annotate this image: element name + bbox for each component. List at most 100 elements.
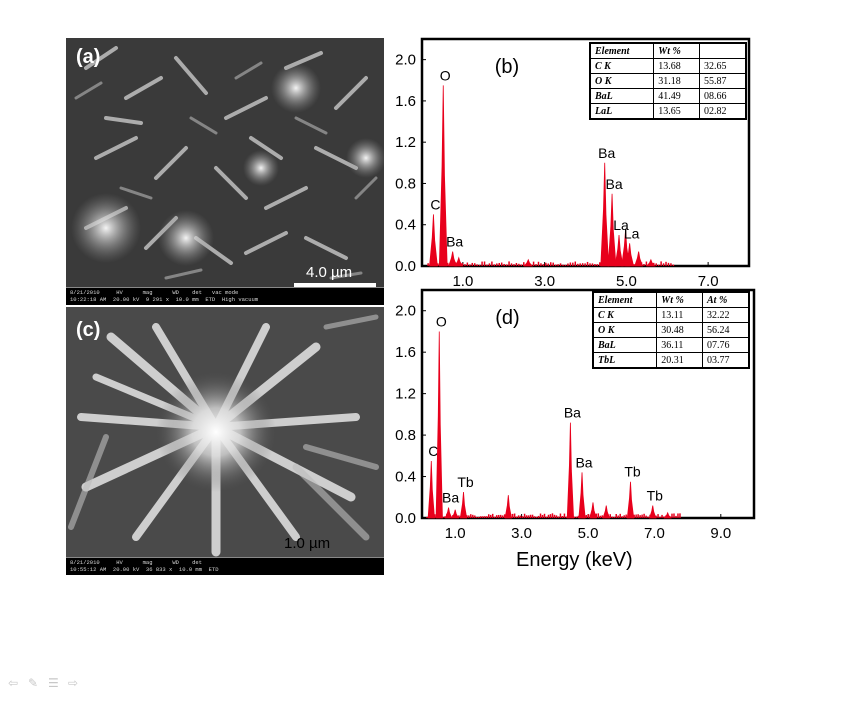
table-cell: 13.65: [653, 103, 701, 120]
y-tick-label: 0.0: [395, 510, 416, 527]
peak-label: O: [436, 313, 447, 329]
peak-label: Ba: [575, 454, 592, 470]
table-header-cell: Wt %: [656, 291, 704, 308]
table-cell: C K: [589, 58, 655, 74]
spectrum-peak: [646, 258, 656, 267]
sem-info-line2-c: 10:55:12 AM 20.00 kV 36 833 x 10.0 mm ET…: [70, 566, 219, 573]
sem-info-bar-c: 8/21/2010 HV mag WD det 10:55:12 AM 20.0…: [66, 557, 384, 575]
y-tick-label: 2.0: [395, 52, 416, 69]
panel-label: (d): [495, 307, 519, 329]
table-cell: 03.77: [702, 352, 750, 369]
spectrum-peak: [427, 460, 435, 519]
y-tick-label: 1.2: [395, 134, 416, 151]
scale-bar-a: [294, 283, 376, 288]
table-header-row: Element Wt % At %: [592, 291, 750, 308]
sem-image-c: (c) 1.0 µm 8/21/2010 HV mag WD det 10:55…: [66, 307, 384, 575]
y-tick-label: 0.4: [395, 469, 416, 486]
panel-label-a: (a): [76, 46, 101, 68]
table-header-row: Element Wt %: [589, 42, 747, 59]
peak-label: O: [440, 67, 451, 83]
spectrum-peak: [429, 214, 438, 267]
spectrum-peak: [459, 492, 468, 519]
sem-info-line1-a: 8/21/2010 HV mag WD det vac mode: [70, 289, 239, 296]
y-tick-label: 1.6: [395, 344, 416, 361]
spectrum-peak: [634, 251, 644, 267]
table-cell: 13.11: [656, 307, 704, 323]
peak-label: Ba: [446, 234, 463, 250]
table-cell: 32.65: [699, 58, 747, 74]
y-tick-label: 2.0: [395, 303, 416, 320]
y-tick-label: 0.8: [395, 427, 416, 444]
peak-label: La: [613, 217, 629, 233]
y-tick-label: 0.8: [395, 175, 416, 192]
table-cell: 07.76: [702, 337, 750, 353]
table-row: BaL 41.49 08.66: [589, 88, 747, 104]
spectrum-peak: [607, 193, 617, 267]
table-cell: C K: [592, 307, 658, 323]
sem-info-bar-a: 8/21/2010 HV mag WD det vac mode 10:22:1…: [66, 287, 384, 305]
menu-icon[interactable]: ☰: [48, 676, 59, 690]
table-row: BaL 36.11 07.76: [592, 337, 750, 353]
spectrum-peak: [448, 251, 458, 267]
sem-texture-a: [66, 38, 384, 305]
peak-label: Tb: [457, 474, 474, 490]
sem-image-a: (a) 4.0 µm 8/21/2010 HV mag WD det vac m…: [66, 38, 384, 305]
table-row: C K 13.68 32.65: [589, 58, 747, 74]
table-cell: 13.68: [653, 58, 701, 74]
spectrum-peak: [438, 85, 448, 267]
spectrum-peak: [566, 422, 575, 519]
spectrum-peak: [504, 495, 512, 519]
spectrum-peak: [663, 511, 672, 519]
spectrum-peak: [444, 507, 453, 519]
spectrum-peak: [435, 331, 443, 519]
sem-info-line2-a: 10:22:18 AM 20.00 kV 9 291 x 10.0 mm ETD…: [70, 296, 259, 303]
pen-icon[interactable]: ✎: [28, 676, 39, 690]
prev-arrow-icon[interactable]: ⇦: [8, 676, 19, 690]
x-tick-label: 1.0: [452, 273, 473, 290]
y-tick-label: 1.2: [395, 386, 416, 403]
table-row: TbL 20.31 03.77: [592, 352, 750, 369]
peak-label: La: [624, 225, 640, 241]
spectrum-peak: [649, 505, 657, 519]
peak-label: Ba: [598, 145, 615, 161]
table-cell: 41.49: [653, 88, 701, 104]
next-arrow-icon[interactable]: ⇨: [68, 676, 79, 690]
table-header-cell: Element: [592, 291, 658, 308]
peak-label: C: [430, 196, 440, 212]
table-header-cell: [699, 42, 747, 59]
peak-label: Ba: [442, 490, 459, 506]
spectrum-peak: [626, 481, 635, 519]
spectrum-peak: [523, 258, 534, 267]
spectrum-peak: [614, 235, 624, 267]
y-tick-label: 0.0: [395, 258, 416, 275]
table-cell: BaL: [592, 337, 658, 353]
scale-text-c: 1.0 µm: [284, 535, 331, 552]
x-tick-label: 5.0: [578, 525, 599, 542]
table-cell: O K: [589, 73, 655, 89]
table-cell: LaL: [589, 103, 655, 120]
table-header-cell: Wt %: [653, 42, 701, 59]
table-row: LaL 13.65 02.82: [589, 103, 747, 120]
table-header-cell: Element: [589, 42, 655, 59]
eds-svg-b: 0.0 0.4 0.8 1.2 1.6 2.0 1.0 3.0 5.0 7.0 C O Ba Ba Ba La…: [395, 37, 751, 290]
spectrum-peak: [625, 243, 635, 267]
spectrum-peak: [600, 162, 610, 267]
composition-table-b: Element Wt % C K 13.68 32.65 O K 31.18 5…: [589, 42, 747, 120]
y-tick-label: 1.6: [395, 93, 416, 110]
table-header-cell: At %: [702, 291, 750, 308]
table-cell: 30.48: [656, 322, 704, 338]
x-tick-label: 9.0: [710, 525, 731, 542]
x-tick-label: 5.0: [616, 273, 637, 290]
table-cell: 20.31: [656, 352, 704, 369]
sem-texture-c: [66, 307, 384, 575]
table-cell: BaL: [589, 88, 655, 104]
spectrum-peak: [578, 472, 586, 519]
eds-svg-d: 0.00.40.81.21.62.01.0 3.0 5.0 7.0 9.0COBaTbB…: [395, 288, 756, 542]
scale-text-a: 4.0 µm: [306, 264, 353, 281]
table-cell: 55.87: [699, 73, 747, 89]
composition-table-d: Element Wt % At % C K 13.11 32.22 O K 30…: [592, 291, 750, 369]
table-cell: 36.11: [656, 337, 704, 353]
spectrum-peak: [589, 502, 597, 519]
x-tick-label: 1.0: [445, 525, 466, 542]
x-tick-label: 3.0: [534, 273, 555, 290]
